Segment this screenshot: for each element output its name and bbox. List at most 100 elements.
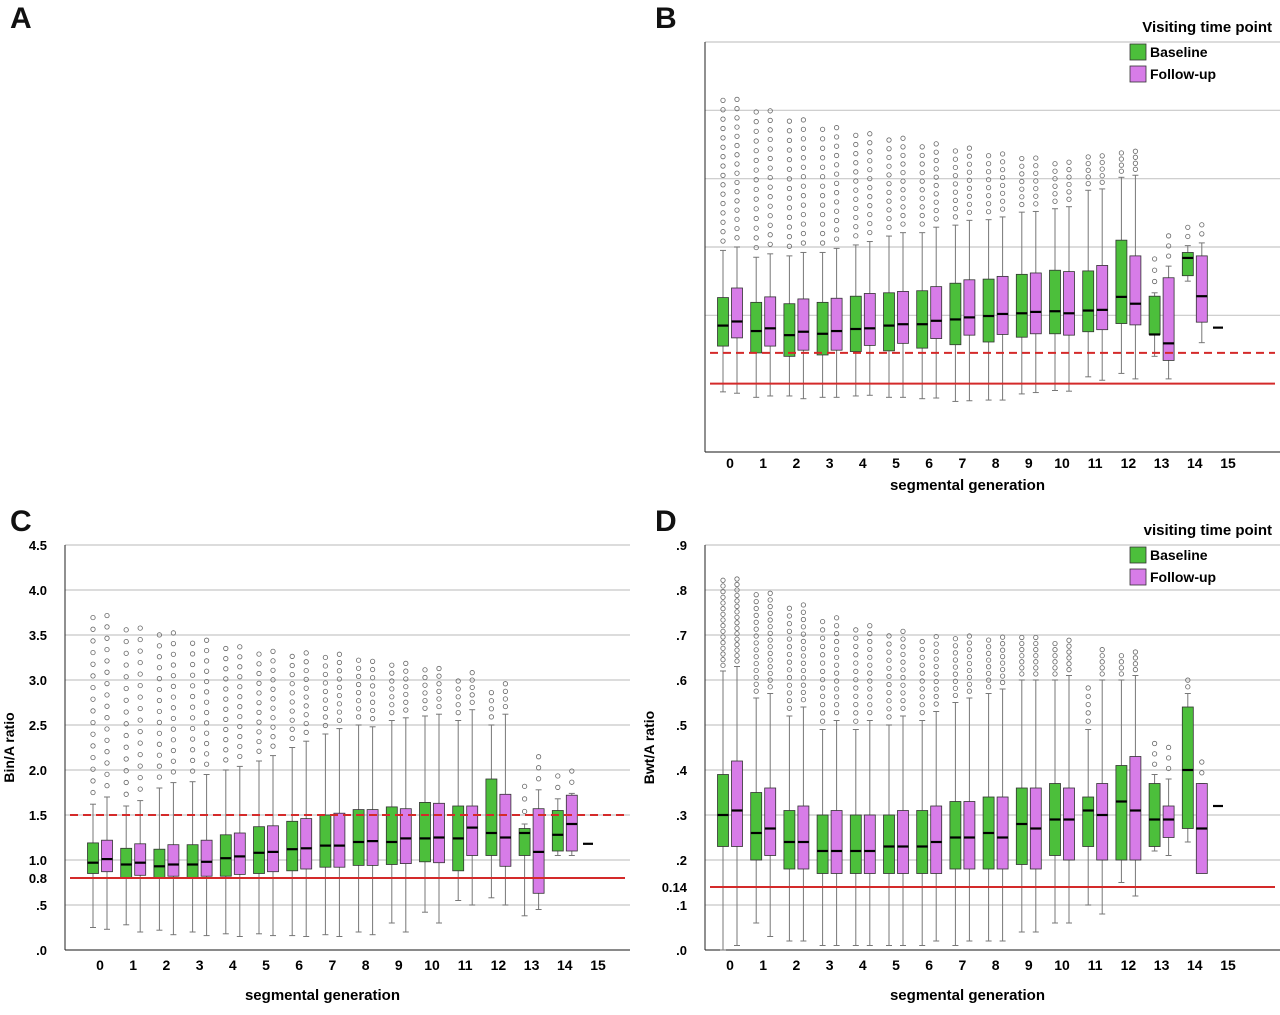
- outlier-point: [569, 768, 575, 774]
- panel-d-label: D: [655, 505, 677, 538]
- outlier-point: [999, 647, 1006, 653]
- legend-swatch: [1129, 568, 1147, 586]
- outlier-point: [90, 708, 96, 714]
- outlier-point: [1085, 174, 1091, 180]
- outlier-point: [753, 244, 759, 251]
- outlier-point: [720, 617, 726, 623]
- outlier-point: [170, 694, 176, 700]
- outlier-point: [900, 204, 906, 210]
- outlier-point: [867, 670, 873, 676]
- outlier-point: [1033, 659, 1039, 665]
- outlier-point: [734, 631, 740, 637]
- outlier-point: [1052, 647, 1058, 653]
- outlier-point: [767, 136, 773, 143]
- outlier-point: [289, 699, 295, 705]
- outlier-point: [834, 171, 840, 177]
- outlier-point: [303, 703, 309, 709]
- outlier-point: [1132, 661, 1138, 667]
- box-body: [783, 810, 796, 870]
- outlier-point: [1099, 665, 1105, 671]
- box-body: [1148, 295, 1161, 335]
- outlier-point: [867, 185, 873, 191]
- outlier-point: [786, 234, 792, 240]
- outlier-point: [919, 702, 925, 708]
- outlier-point: [137, 763, 143, 769]
- outlier-point: [985, 657, 992, 663]
- outlier-point: [853, 132, 859, 138]
- outlier-point: [1066, 655, 1072, 661]
- box-baseline-7: [319, 654, 332, 936]
- box-body: [949, 282, 962, 346]
- outlier-point: [170, 726, 176, 732]
- outlier-point: [933, 648, 939, 655]
- outlier-point: [853, 627, 859, 633]
- outlier-point: [886, 714, 892, 720]
- box-followup-1: [764, 108, 777, 397]
- outlier-point: [767, 684, 773, 690]
- outlier-point: [1165, 765, 1172, 772]
- outlier-point: [455, 678, 461, 684]
- outlier-point: [521, 796, 528, 802]
- outlier-point: [900, 705, 906, 711]
- outlier-point: [919, 678, 925, 684]
- outlier-point: [734, 225, 740, 232]
- outlier-point: [900, 212, 906, 219]
- outlier-point: [952, 664, 958, 670]
- outlier-point: [156, 676, 162, 682]
- outlier-point: [389, 662, 395, 668]
- x-tick-label: 3: [196, 957, 204, 973]
- outlier-point: [952, 181, 958, 187]
- outlier-point: [223, 645, 229, 652]
- outlier-point: [853, 660, 859, 666]
- outlier-point: [322, 654, 328, 661]
- outlier-point: [786, 628, 792, 634]
- outlier-point: [123, 685, 129, 692]
- outlier-point: [720, 623, 726, 629]
- outlier-point: [933, 663, 939, 670]
- outlier-point: [720, 645, 726, 651]
- x-tick-label: 8: [362, 957, 370, 973]
- outlier-point: [753, 128, 759, 134]
- outlier-point: [767, 637, 773, 643]
- x-tick-label: 4: [859, 957, 867, 973]
- outlier-point: [734, 216, 740, 222]
- y-tick-label: .5: [676, 718, 687, 733]
- box-body: [419, 801, 431, 863]
- outlier-point: [886, 657, 892, 663]
- box-baseline-14: [551, 773, 564, 856]
- outlier-point: [933, 633, 939, 640]
- box-body: [1063, 271, 1075, 336]
- box-body: [731, 760, 743, 847]
- box-baseline-1: [750, 109, 763, 398]
- outlier-point: [886, 698, 892, 704]
- box-body: [1082, 270, 1095, 333]
- outlier-point: [900, 690, 906, 696]
- outlier-point: [1185, 684, 1191, 690]
- chart-d: .0.10.14.2.3.4.5.6.7.8.90 1 2 3 4 5 6 7 8 9 10 11 12…: [641, 522, 1280, 1004]
- outlier-point: [104, 703, 110, 709]
- outlier-point: [966, 145, 972, 151]
- box-body: [863, 814, 876, 874]
- outlier-point: [1033, 665, 1039, 671]
- outlier-point: [256, 680, 262, 686]
- outlier-point: [900, 644, 906, 650]
- outlier-point: [190, 736, 196, 742]
- outlier-point: [190, 747, 196, 753]
- outlier-point: [720, 210, 726, 216]
- outlier-point: [919, 204, 925, 210]
- outlier-point: [867, 176, 873, 182]
- outlier-point: [237, 753, 243, 760]
- box-body: [717, 774, 729, 847]
- outlier-point: [853, 693, 859, 699]
- outlier-point: [919, 221, 925, 227]
- outlier-point: [488, 706, 494, 712]
- outlier-point: [1099, 159, 1105, 166]
- box-baseline-0: [717, 97, 729, 393]
- outlier-point: [422, 674, 428, 681]
- outlier-point: [223, 656, 229, 662]
- outlier-point: [867, 229, 873, 236]
- box-body: [1162, 805, 1175, 838]
- x-tick-label: 12: [1121, 957, 1137, 973]
- outlier-point: [933, 641, 939, 647]
- outlier-point: [933, 174, 939, 180]
